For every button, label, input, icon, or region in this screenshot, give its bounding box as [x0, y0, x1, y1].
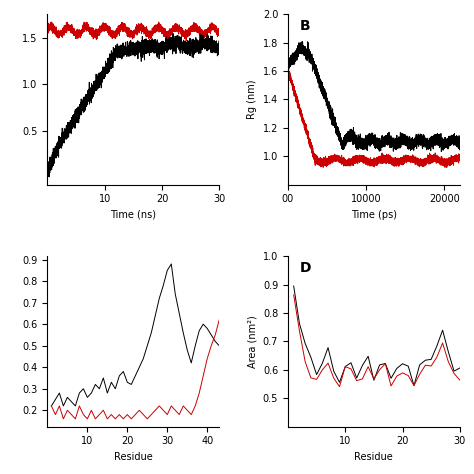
- X-axis label: Residue: Residue: [355, 452, 393, 462]
- X-axis label: Residue: Residue: [114, 452, 153, 462]
- Text: D: D: [300, 261, 311, 275]
- Y-axis label: Rg (nm): Rg (nm): [247, 80, 257, 119]
- X-axis label: Time (ps): Time (ps): [351, 210, 397, 220]
- Text: B: B: [300, 19, 310, 33]
- Y-axis label: Area (nm²): Area (nm²): [247, 315, 257, 368]
- X-axis label: Time (ns): Time (ns): [110, 210, 156, 220]
